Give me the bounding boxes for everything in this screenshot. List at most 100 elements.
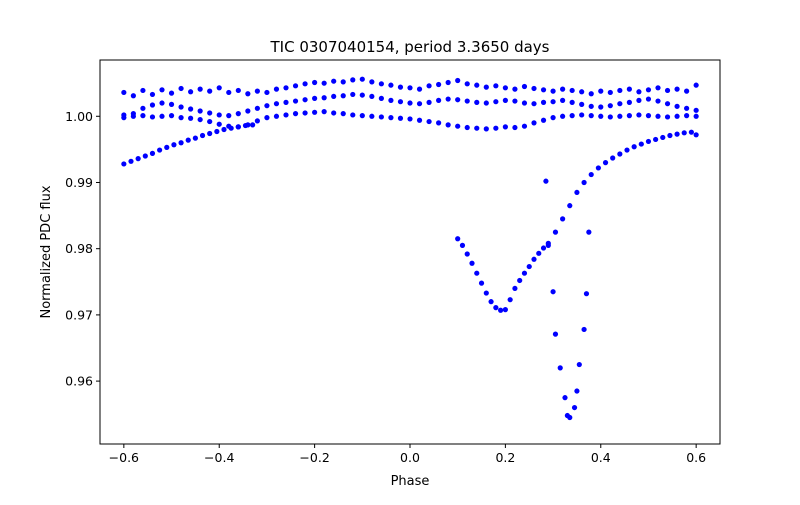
- y-axis-label: Normalized PDC flux: [39, 185, 54, 318]
- data-point: [159, 87, 165, 93]
- data-point: [188, 89, 194, 95]
- data-point: [192, 135, 198, 141]
- data-point: [264, 115, 270, 121]
- x-tick-label: 0.4: [591, 450, 611, 465]
- data-point: [331, 78, 337, 84]
- data-point: [235, 124, 241, 130]
- data-point: [445, 79, 451, 86]
- data-point: [469, 260, 475, 266]
- data-point: [407, 85, 413, 91]
- data-point: [624, 147, 630, 153]
- data-point: [550, 289, 556, 295]
- data-point: [638, 141, 644, 147]
- data-point: [149, 91, 156, 98]
- data-point: [474, 99, 480, 105]
- data-point: [264, 89, 270, 96]
- data-point: [512, 124, 518, 131]
- x-tick-label: −0.6: [109, 450, 139, 465]
- data-point: [340, 93, 346, 99]
- data-point: [245, 108, 251, 114]
- data-point: [545, 240, 551, 246]
- data-point: [416, 86, 423, 92]
- data-point: [617, 87, 623, 94]
- data-point: [426, 83, 432, 89]
- y-tick-label: 1.00: [65, 109, 93, 124]
- data-point: [512, 98, 518, 104]
- x-axis-label: Phase: [391, 474, 430, 489]
- data-point: [312, 79, 318, 86]
- data-point: [583, 291, 590, 297]
- x-tick-label: 0.6: [686, 450, 706, 465]
- data-point: [631, 144, 637, 150]
- data-point: [350, 91, 356, 98]
- data-point: [369, 113, 375, 119]
- data-point: [645, 113, 652, 119]
- data-point: [684, 113, 690, 119]
- data-point: [598, 113, 604, 119]
- x-tick-label: −0.2: [299, 450, 329, 465]
- x-tick-label: 0.0: [400, 450, 420, 465]
- data-point: [569, 87, 575, 94]
- data-point: [502, 85, 508, 91]
- data-point: [557, 365, 563, 371]
- data-point: [178, 85, 184, 92]
- data-point: [459, 242, 466, 248]
- data-point: [693, 113, 699, 119]
- data-point: [674, 113, 680, 119]
- data-point: [655, 98, 661, 104]
- data-point: [483, 100, 489, 106]
- data-point: [579, 89, 585, 95]
- y-tick-label: 0.96: [65, 374, 93, 389]
- data-point: [607, 114, 613, 120]
- data-point: [292, 111, 299, 117]
- data-point: [552, 331, 559, 337]
- data-point: [140, 105, 146, 111]
- data-point: [636, 97, 642, 103]
- data-point: [684, 88, 690, 94]
- data-point: [164, 144, 170, 150]
- data-point: [483, 84, 489, 90]
- y-tick-label: 0.99: [65, 175, 93, 190]
- data-point: [221, 126, 227, 133]
- data-point: [588, 113, 594, 119]
- data-point: [397, 99, 404, 105]
- data-point: [455, 77, 461, 84]
- data-point: [302, 81, 308, 87]
- data-point: [517, 277, 523, 284]
- data-point: [674, 131, 680, 137]
- data-point: [464, 81, 470, 87]
- x-axis-ticks: −0.6 −0.4 −0.2 0.0 0.2 0.4 0.6: [109, 444, 706, 465]
- data-point: [407, 100, 413, 106]
- data-point: [521, 270, 528, 276]
- data-point: [185, 137, 191, 143]
- data-point: [550, 99, 556, 105]
- data-point: [674, 86, 680, 92]
- data-point: [426, 118, 432, 125]
- data-point: [550, 88, 556, 94]
- data-point: [598, 104, 604, 110]
- data-point: [397, 115, 404, 121]
- data-point: [560, 216, 566, 222]
- data-point: [562, 395, 568, 401]
- data-point: [493, 83, 499, 89]
- data-point: [149, 150, 156, 156]
- data-point: [197, 86, 203, 92]
- data-point: [159, 100, 165, 106]
- data-point: [235, 111, 241, 117]
- data-point: [128, 158, 134, 164]
- data-point: [359, 92, 365, 98]
- x-tick-label: 0.2: [495, 450, 515, 465]
- data-point: [207, 130, 213, 137]
- data-point: [378, 81, 384, 87]
- data-point: [199, 132, 206, 139]
- x-tick-label: −0.4: [204, 450, 234, 465]
- data-point: [216, 112, 222, 118]
- data-point: [540, 99, 547, 105]
- data-point: [512, 285, 518, 292]
- data-point: [540, 245, 547, 251]
- data-point: [664, 114, 671, 120]
- data-point: [464, 251, 470, 257]
- data-point: [602, 160, 609, 166]
- data-point: [576, 361, 582, 368]
- data-point: [588, 103, 594, 109]
